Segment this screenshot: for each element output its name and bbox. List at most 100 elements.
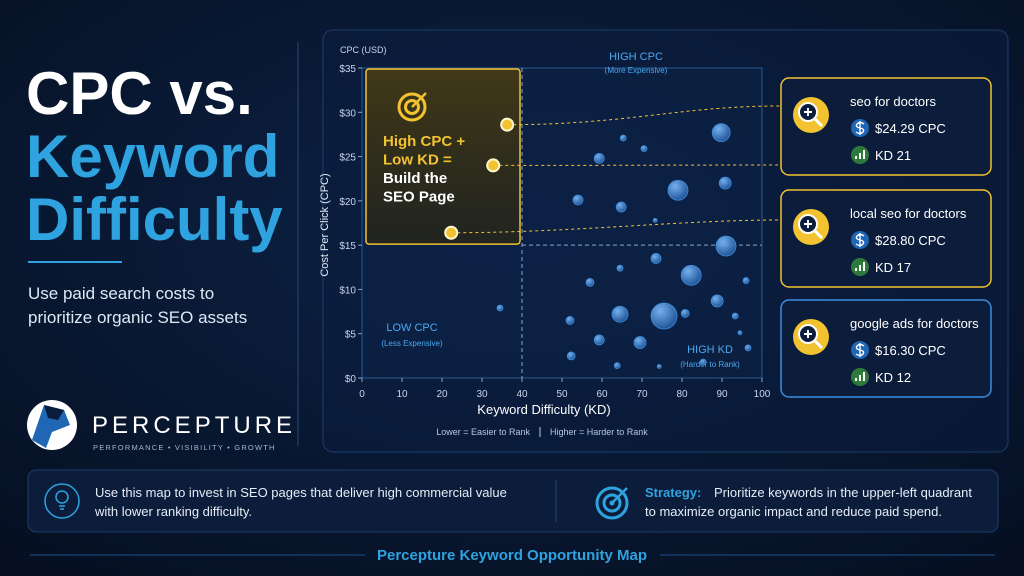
card-kd: KD 21 bbox=[875, 148, 911, 163]
bubble bbox=[615, 201, 627, 213]
y-tick-label: $5 bbox=[345, 330, 357, 341]
highlight-point bbox=[500, 117, 515, 132]
bubble bbox=[680, 264, 702, 286]
logo-tagline: PERFORMANCE • VISIBILITY • GROWTH bbox=[93, 443, 276, 452]
card-icon-handle bbox=[813, 229, 824, 240]
x-tick-label: 10 bbox=[396, 389, 408, 400]
quadrant-title: HIGH KD bbox=[687, 344, 733, 356]
bubble bbox=[718, 176, 732, 190]
bubble bbox=[737, 330, 743, 336]
icon-ring bbox=[397, 92, 427, 122]
y-tick-label: $10 bbox=[339, 285, 356, 296]
x-tick-label: 60 bbox=[596, 389, 608, 400]
info-panel bbox=[27, 469, 999, 533]
highlight-text: SEO Page bbox=[383, 189, 455, 206]
x-tick-label: 50 bbox=[556, 389, 568, 400]
y-tick-label: $15 bbox=[339, 241, 356, 252]
card-kd: KD 12 bbox=[875, 370, 911, 385]
card-keyword: seo for doctors bbox=[850, 94, 936, 109]
kd-icon-glyph bbox=[855, 262, 865, 271]
bubble bbox=[667, 179, 689, 201]
footer-title: Percepture Keyword Opportunity Map bbox=[377, 547, 647, 564]
bubble bbox=[633, 336, 647, 349]
bubble bbox=[656, 364, 662, 369]
x-tick-label: 30 bbox=[476, 389, 488, 400]
strategy-line: to maximize organic impact and reduce pa… bbox=[645, 504, 942, 519]
bubble bbox=[619, 134, 627, 142]
title-line: Difficulty bbox=[26, 186, 283, 253]
highlight-text: High CPC + bbox=[383, 133, 465, 150]
bubble bbox=[572, 194, 584, 206]
y-axis-label: Cost Per Click (CPC) bbox=[319, 173, 331, 276]
card-icon-handle bbox=[813, 117, 824, 128]
bubble bbox=[715, 235, 737, 257]
bubble bbox=[565, 316, 575, 325]
card-keyword: google ads for doctors bbox=[850, 316, 979, 331]
note-line: Use this map to invest in SEO pages that… bbox=[95, 485, 507, 500]
strategy-line: Prioritize keywords in the upper-left qu… bbox=[714, 485, 972, 500]
bubble bbox=[699, 358, 707, 366]
x-tick-label: 70 bbox=[636, 389, 648, 400]
cpc-icon-glyph bbox=[855, 343, 865, 357]
highlight-text: Low KD = bbox=[383, 152, 452, 169]
y-unit: CPC (USD) bbox=[340, 45, 387, 55]
y-tick-label: $25 bbox=[339, 153, 356, 164]
y-tick-label: $20 bbox=[339, 197, 356, 208]
quadrant-note: (Less Expensive) bbox=[381, 339, 443, 348]
card-cpc: $16.30 CPC bbox=[875, 343, 946, 358]
logo-mark bbox=[27, 400, 77, 450]
kd-icon-glyph bbox=[855, 372, 865, 381]
bubble bbox=[566, 351, 576, 361]
x-tick-label: 100 bbox=[754, 389, 771, 400]
cpc-icon-glyph bbox=[855, 121, 865, 135]
bubble bbox=[496, 304, 504, 312]
card-icon-plus bbox=[804, 220, 812, 228]
card-icon-plus bbox=[804, 330, 812, 338]
bubble bbox=[680, 308, 690, 318]
highlight-text: Build the bbox=[383, 170, 447, 187]
y-tick-label: $35 bbox=[339, 64, 356, 75]
bubble bbox=[650, 253, 662, 264]
bubble bbox=[585, 277, 595, 287]
quadrant-title: LOW CPC bbox=[386, 322, 437, 334]
target-icon bbox=[595, 486, 629, 520]
subtitle-line: Use paid search costs to bbox=[28, 284, 214, 303]
highlight-point bbox=[444, 225, 459, 240]
strategy-label: Strategy: bbox=[645, 485, 701, 500]
title-line: CPC vs. bbox=[26, 60, 253, 127]
title-line: Keyword bbox=[26, 123, 279, 190]
bubble bbox=[731, 312, 739, 320]
x-axis-label: Keyword Difficulty (KD) bbox=[477, 402, 610, 417]
bubble bbox=[742, 277, 750, 284]
highlight-point bbox=[486, 158, 501, 173]
x-note: Lower = Easier to Rank bbox=[436, 427, 530, 437]
icon-ring bbox=[404, 99, 420, 115]
logo-name: PERCEPTURE bbox=[92, 412, 296, 439]
card-icon-handle bbox=[813, 339, 824, 350]
icon-arrow bbox=[411, 92, 427, 108]
bubble bbox=[744, 344, 752, 352]
y-tick-label: $0 bbox=[345, 374, 357, 385]
bubble bbox=[711, 123, 731, 143]
connector bbox=[507, 105, 781, 126]
bubble bbox=[650, 302, 678, 330]
quadrant-note: (More Expensive) bbox=[605, 66, 668, 75]
keyword-card bbox=[780, 189, 992, 288]
card-icon-plus bbox=[804, 108, 812, 116]
card-cpc: $24.29 CPC bbox=[875, 121, 946, 136]
bubble bbox=[640, 145, 648, 153]
quadrant-title: HIGH CPC bbox=[609, 51, 663, 63]
highlight-zone bbox=[365, 68, 521, 245]
bubble bbox=[593, 334, 605, 346]
subtitle-line: prioritize organic SEO assets bbox=[28, 308, 247, 327]
note-line: with lower ranking difficulty. bbox=[94, 504, 252, 519]
bubble bbox=[710, 294, 724, 308]
keyword-card bbox=[780, 299, 992, 398]
keyword-card bbox=[780, 77, 992, 176]
x-tick-label: 20 bbox=[436, 389, 448, 400]
bubble bbox=[616, 264, 624, 272]
cpc-icon-glyph bbox=[855, 233, 865, 247]
x-note: Higher = Harder to Rank bbox=[550, 427, 648, 437]
